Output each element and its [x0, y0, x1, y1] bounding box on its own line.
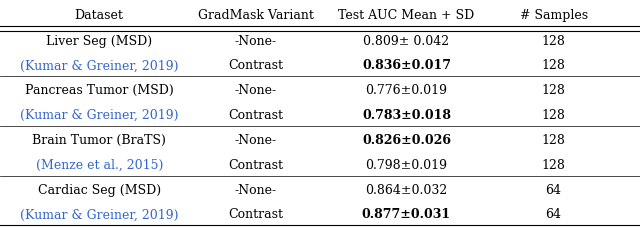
Text: 0.864±0.032: 0.864±0.032	[365, 184, 447, 197]
Text: 64: 64	[545, 208, 562, 222]
Text: 0.776±0.019: 0.776±0.019	[365, 84, 447, 97]
Text: -None-: -None-	[235, 134, 277, 147]
Text: Pancreas Tumor (MSD): Pancreas Tumor (MSD)	[25, 84, 173, 97]
Text: -None-: -None-	[235, 184, 277, 197]
Text: 0.783±0.018: 0.783±0.018	[362, 109, 451, 122]
Text: Contrast: Contrast	[228, 59, 284, 72]
Text: 128: 128	[541, 134, 566, 147]
Text: 0.798±0.019: 0.798±0.019	[365, 159, 447, 172]
Text: (Kumar & Greiner, 2019): (Kumar & Greiner, 2019)	[20, 59, 179, 72]
Text: 128: 128	[541, 84, 566, 97]
Text: 128: 128	[541, 109, 566, 122]
Text: Contrast: Contrast	[228, 208, 284, 222]
Text: -None-: -None-	[235, 35, 277, 48]
Text: 128: 128	[541, 159, 566, 172]
Text: (Kumar & Greiner, 2019): (Kumar & Greiner, 2019)	[20, 109, 179, 122]
Text: 0.826±0.026: 0.826±0.026	[362, 134, 451, 147]
Text: 0.877±0.031: 0.877±0.031	[362, 208, 451, 222]
Text: 64: 64	[545, 184, 562, 197]
Text: 128: 128	[541, 59, 566, 72]
Text: 0.809± 0.042: 0.809± 0.042	[364, 35, 449, 48]
Text: Cardiac Seg (MSD): Cardiac Seg (MSD)	[38, 184, 161, 197]
Text: 128: 128	[541, 35, 566, 48]
Text: Contrast: Contrast	[228, 109, 284, 122]
Text: (Kumar & Greiner, 2019): (Kumar & Greiner, 2019)	[20, 208, 179, 222]
Text: Contrast: Contrast	[228, 159, 284, 172]
Text: -None-: -None-	[235, 84, 277, 97]
Text: Brain Tumor (BraTS): Brain Tumor (BraTS)	[32, 134, 166, 147]
Text: 0.836±0.017: 0.836±0.017	[362, 59, 451, 72]
Text: # Samples: # Samples	[520, 9, 588, 21]
Text: (Menze et al., 2015): (Menze et al., 2015)	[35, 159, 163, 172]
Text: GradMask Variant: GradMask Variant	[198, 9, 314, 21]
Text: Liver Seg (MSD): Liver Seg (MSD)	[46, 35, 152, 48]
Text: Dataset: Dataset	[75, 9, 124, 21]
Text: Test AUC Mean + SD: Test AUC Mean + SD	[339, 9, 474, 21]
